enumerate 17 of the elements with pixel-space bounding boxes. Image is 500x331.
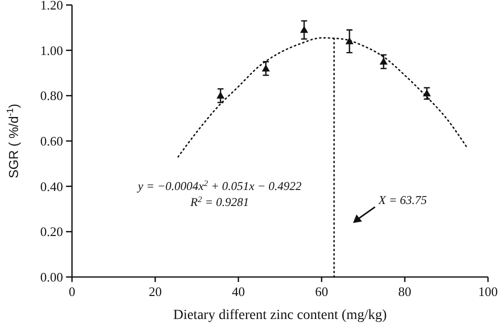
y-tick-label: 1.00	[40, 42, 63, 58]
annotation: y = −0.0004x$^{2}$ + 0.051x − 0.4922	[136, 178, 302, 193]
y-tick-label: 0.40	[40, 178, 63, 194]
x-tick-label: 100	[478, 284, 498, 299]
y-tick-label: 0.00	[40, 270, 63, 285]
x-tick-label: 60	[315, 284, 328, 299]
y-tick-label: 0.80	[40, 88, 63, 104]
y-tick-label: 1.20	[40, 0, 63, 13]
x-axis-title: Dietary different zinc content (mg/kg)	[173, 308, 388, 323]
x-tick-label: 40	[232, 284, 245, 299]
x-tick-label: 0	[68, 284, 76, 299]
annotation: X = 63.75	[378, 193, 427, 207]
y-tick-label: 0.20	[40, 224, 63, 240]
annotation: R$^{2}$ = 0.9281	[189, 194, 249, 209]
x-tick-label: 80	[398, 284, 412, 299]
y-tick-label: 0.60	[40, 134, 63, 149]
x-tick-label: 20	[148, 284, 162, 299]
